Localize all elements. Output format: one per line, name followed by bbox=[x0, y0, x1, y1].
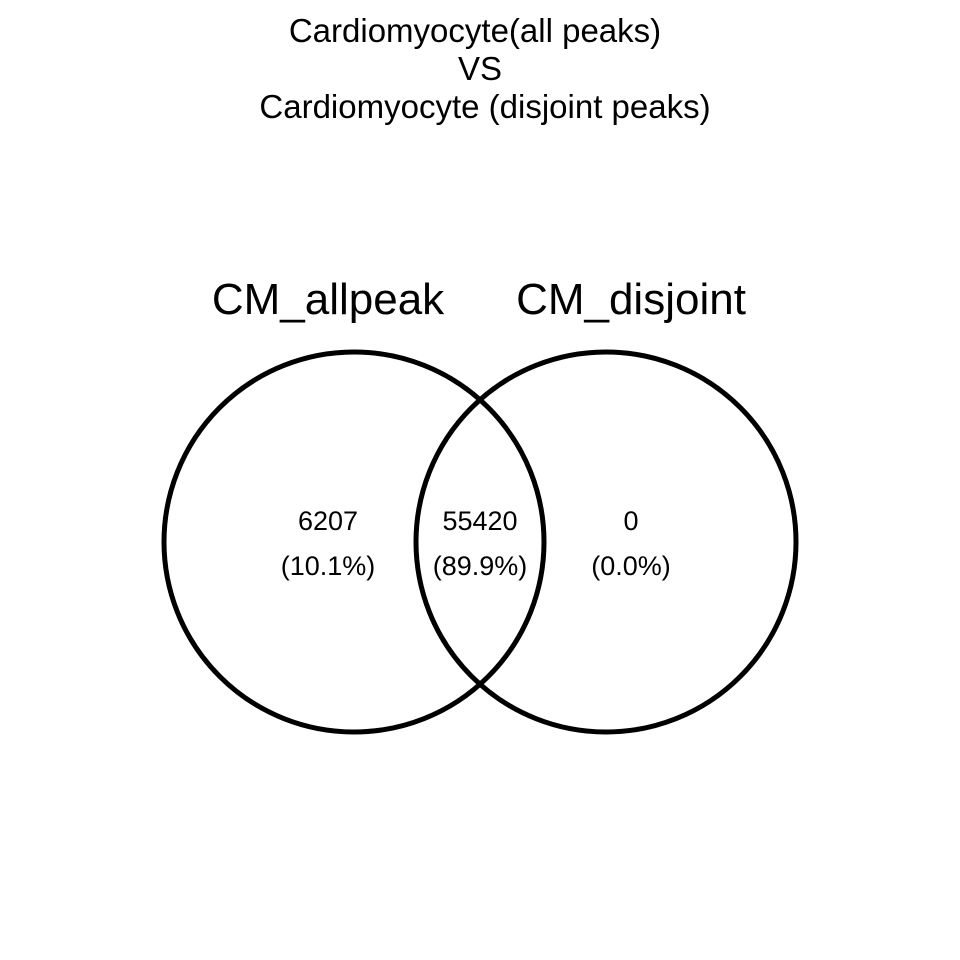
set-circle-right bbox=[413, 349, 799, 735]
region-overlap-percent: (89.9%) bbox=[433, 551, 528, 581]
title-line-2: VS bbox=[458, 50, 502, 87]
set-label-right: CM_disjoint bbox=[516, 275, 746, 324]
set-label-left: CM_allpeak bbox=[212, 275, 445, 324]
region-right-only-percent: (0.0%) bbox=[591, 551, 671, 581]
set-circle-left bbox=[161, 349, 547, 735]
title-line-1: Cardiomyocyte(all peaks) bbox=[289, 12, 661, 49]
region-left-only-percent: (10.1%) bbox=[281, 551, 376, 581]
region-left-only-count: 6207 bbox=[298, 506, 358, 536]
region-right-only-count: 0 bbox=[623, 506, 638, 536]
region-overlap-count: 55420 bbox=[442, 506, 517, 536]
title-line-3: Cardiomyocyte (disjoint peaks) bbox=[259, 88, 710, 125]
